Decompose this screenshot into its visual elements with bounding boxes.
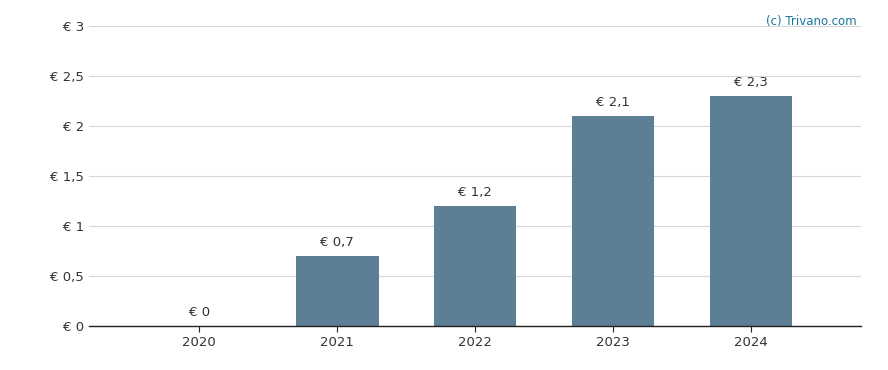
Bar [433,206,517,326]
Text: € 0: € 0 [188,306,210,319]
Bar [296,256,378,326]
Text: € 0,7: € 0,7 [321,236,354,249]
Text: (c) Trivano.com: (c) Trivano.com [766,15,857,28]
Text: € 2,1: € 2,1 [596,96,630,109]
Text: € 2,3: € 2,3 [734,76,768,89]
Bar [710,96,792,326]
Text: € 1,2: € 1,2 [458,186,492,199]
Bar [572,116,654,326]
